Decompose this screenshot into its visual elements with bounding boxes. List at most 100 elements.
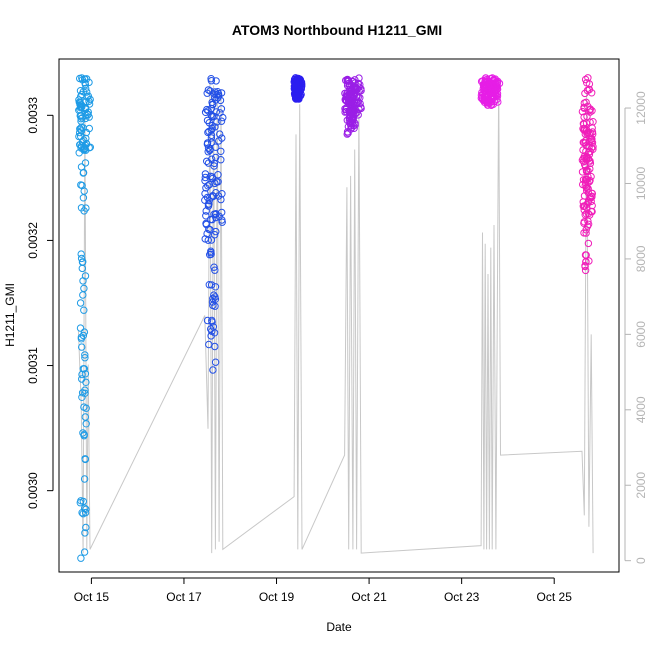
data-point xyxy=(215,212,223,220)
chart-title: ATOM3 Northbound H1211_GMI xyxy=(232,22,442,38)
data-point xyxy=(582,125,590,133)
data-point xyxy=(205,281,214,289)
data-point xyxy=(81,413,90,421)
data-point xyxy=(202,207,210,215)
data-points-layer xyxy=(75,74,597,562)
data-point xyxy=(218,208,226,217)
data-point xyxy=(211,358,220,366)
y-tick-label: 0.0033 xyxy=(26,97,40,134)
data-point xyxy=(348,77,356,85)
data-point xyxy=(211,342,219,351)
data-point xyxy=(343,76,352,84)
data-point xyxy=(345,117,354,125)
data-point xyxy=(207,281,216,289)
data-point xyxy=(76,324,85,332)
right-axis: 0 2000 4000 6000 8000 10000 12000 xyxy=(624,91,648,564)
data-point xyxy=(204,86,213,94)
data-point xyxy=(202,220,211,229)
data-point xyxy=(207,75,215,83)
data-point xyxy=(81,159,90,167)
data-point xyxy=(214,178,222,186)
data-point xyxy=(587,197,595,206)
x-tick-label: Oct 25 xyxy=(537,590,573,604)
data-point xyxy=(80,306,88,314)
data-point xyxy=(81,529,89,537)
data-point xyxy=(204,148,212,156)
data-point xyxy=(204,236,213,244)
data-point xyxy=(343,91,351,100)
data-point xyxy=(79,194,88,202)
data-point xyxy=(580,219,588,227)
data-point xyxy=(207,250,215,259)
plot-frame xyxy=(58,58,620,573)
data-point xyxy=(210,112,218,121)
data-point xyxy=(214,88,222,96)
data-point xyxy=(204,159,213,167)
data-point xyxy=(77,250,85,258)
y-tick-label: 0.0032 xyxy=(26,222,40,259)
right-tick-label: 6000 xyxy=(634,321,648,348)
data-point xyxy=(584,217,592,225)
data-point xyxy=(203,116,212,125)
altitude-line-layer xyxy=(77,77,594,554)
x-tick-label: Oct 19 xyxy=(259,590,295,604)
data-point xyxy=(82,378,90,386)
data-point xyxy=(81,354,89,362)
data-point xyxy=(217,147,225,156)
data-point xyxy=(79,291,87,299)
data-point xyxy=(82,204,90,212)
data-point xyxy=(589,118,597,126)
data-point xyxy=(584,185,592,193)
data-point xyxy=(84,110,92,119)
data-point xyxy=(206,226,214,234)
y-axis-title: H1211_GMI xyxy=(3,283,17,347)
right-tick-label: 10000 xyxy=(634,166,648,200)
data-point xyxy=(80,475,89,483)
data-point xyxy=(209,366,217,374)
data-point xyxy=(201,177,209,185)
data-point xyxy=(77,254,86,263)
data-point xyxy=(82,404,90,412)
data-point xyxy=(79,365,88,373)
data-point xyxy=(217,117,226,125)
data-point xyxy=(580,206,588,214)
data-point xyxy=(210,263,218,271)
data-point xyxy=(201,189,209,198)
data-point xyxy=(80,548,89,556)
right-tick-label: 8000 xyxy=(634,245,648,272)
data-point xyxy=(343,130,351,138)
data-point xyxy=(82,420,90,428)
data-point xyxy=(208,215,216,224)
data-point xyxy=(585,80,594,88)
data-point xyxy=(587,172,595,181)
data-point xyxy=(578,156,587,165)
data-point xyxy=(584,239,593,248)
data-point xyxy=(581,75,590,84)
data-point xyxy=(202,212,210,220)
data-point xyxy=(346,107,354,116)
x-tick-label: Oct 21 xyxy=(351,590,387,604)
data-point xyxy=(482,89,491,98)
data-point xyxy=(81,386,89,394)
data-point xyxy=(357,104,365,113)
right-tick-label: 2000 xyxy=(634,472,648,499)
altitude-line xyxy=(77,77,594,554)
data-point xyxy=(488,74,497,82)
flight-2-points xyxy=(201,75,227,374)
x-axis-title: Date xyxy=(326,620,352,634)
data-point xyxy=(79,497,88,506)
data-point xyxy=(80,136,88,144)
data-point xyxy=(216,109,224,117)
data-point xyxy=(208,318,216,326)
data-point xyxy=(85,97,93,106)
x-tick-label: Oct 15 xyxy=(74,590,110,604)
data-point xyxy=(586,118,594,126)
data-point xyxy=(585,257,593,265)
data-point xyxy=(353,92,361,101)
data-point xyxy=(80,430,88,439)
data-point xyxy=(75,132,83,141)
data-point xyxy=(584,220,593,229)
data-point xyxy=(77,333,86,341)
data-point xyxy=(579,180,587,189)
data-point xyxy=(212,108,221,116)
